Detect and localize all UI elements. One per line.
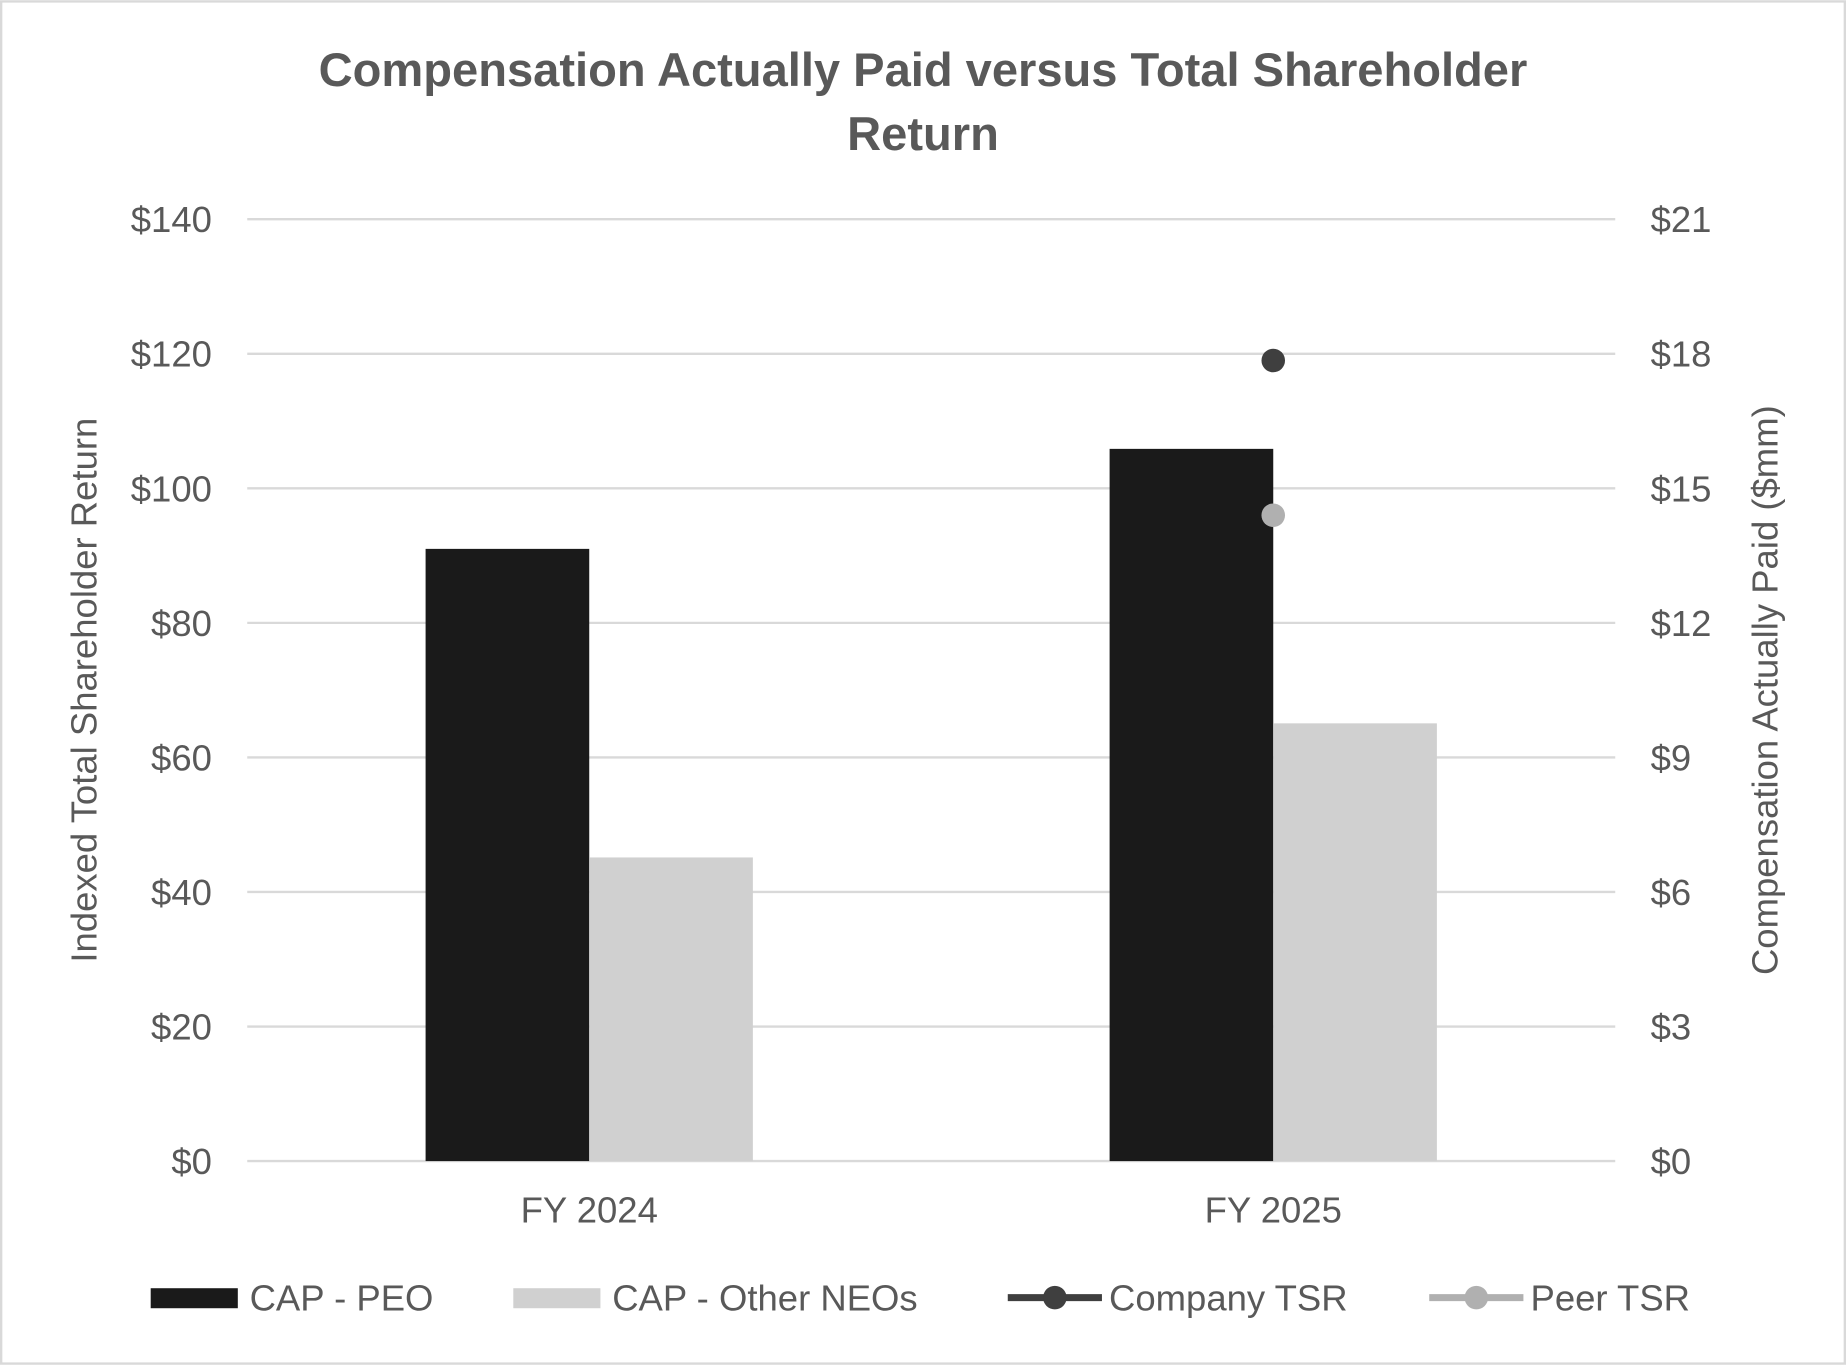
- y-right-tick-label: $9: [1651, 737, 1692, 778]
- points: [1261, 348, 1286, 528]
- y-left-tick-label: $140: [131, 199, 212, 240]
- chart-title-line-2: Return: [847, 107, 999, 160]
- legend-label: Company TSR: [1109, 1278, 1348, 1319]
- legend: CAP - PEO CAP - Other NEOs Company TSR Peer…: [150, 1278, 1690, 1319]
- y-right-tick-label: $18: [1651, 334, 1712, 375]
- y-right-tick-label: $15: [1651, 468, 1712, 509]
- y-left-tick-label: $60: [151, 737, 212, 778]
- axes: $0 $20 $40 $60 $80 $100 $120 $140 $0 $3 $6 $9 $12 $15…: [131, 199, 1712, 1230]
- y-right-label: Compensation Actually Paid ($mm): [1745, 405, 1786, 975]
- y-left-label: Indexed Total Shareholder Return: [64, 418, 105, 963]
- legend-item: CAP - Other NEOs: [513, 1278, 918, 1319]
- legend-swatch: [513, 1288, 601, 1309]
- y-left-tick-label: $20: [151, 1006, 212, 1047]
- y-right-tick-label: $6: [1651, 872, 1692, 913]
- x-tick-label: FY 2025: [1205, 1189, 1342, 1230]
- legend-item: Company TSR: [1007, 1278, 1348, 1319]
- legend-marker: [1464, 1285, 1489, 1310]
- bar-cap-peo: [425, 548, 590, 1162]
- legend-label: Peer TSR: [1530, 1278, 1690, 1319]
- bar-cap-peo: [1109, 448, 1274, 1162]
- y-right-tick-label: $0: [1651, 1141, 1692, 1182]
- point-peer-tsr: [1261, 503, 1286, 528]
- legend-label: CAP - PEO: [250, 1278, 434, 1319]
- y-left-tick-label: $40: [151, 872, 212, 913]
- bar-cap-other-neos: [1273, 723, 1437, 1162]
- y-left-tick-label: $80: [151, 603, 212, 644]
- bars: [425, 448, 1437, 1162]
- point-company-tsr: [1261, 348, 1286, 373]
- legend-label: CAP - Other NEOs: [612, 1278, 917, 1319]
- y-left-tick-label: $120: [131, 334, 212, 375]
- legend-swatch: [150, 1288, 238, 1309]
- legend-marker: [1043, 1285, 1067, 1310]
- legend-item: Peer TSR: [1429, 1278, 1690, 1319]
- y-left-tick-label: $100: [131, 468, 212, 509]
- y-right-tick-label: $21: [1651, 199, 1712, 240]
- y-right-tick-label: $12: [1651, 603, 1712, 644]
- x-tick-label: FY 2024: [521, 1189, 658, 1230]
- y-left-tick-label: $0: [171, 1141, 212, 1182]
- y-right-tick-label: $3: [1651, 1006, 1692, 1047]
- chart-title-line-1: Compensation Actually Paid versus Total …: [319, 43, 1528, 96]
- legend-item: CAP - PEO: [150, 1278, 434, 1319]
- bar-cap-other-neos: [589, 857, 753, 1162]
